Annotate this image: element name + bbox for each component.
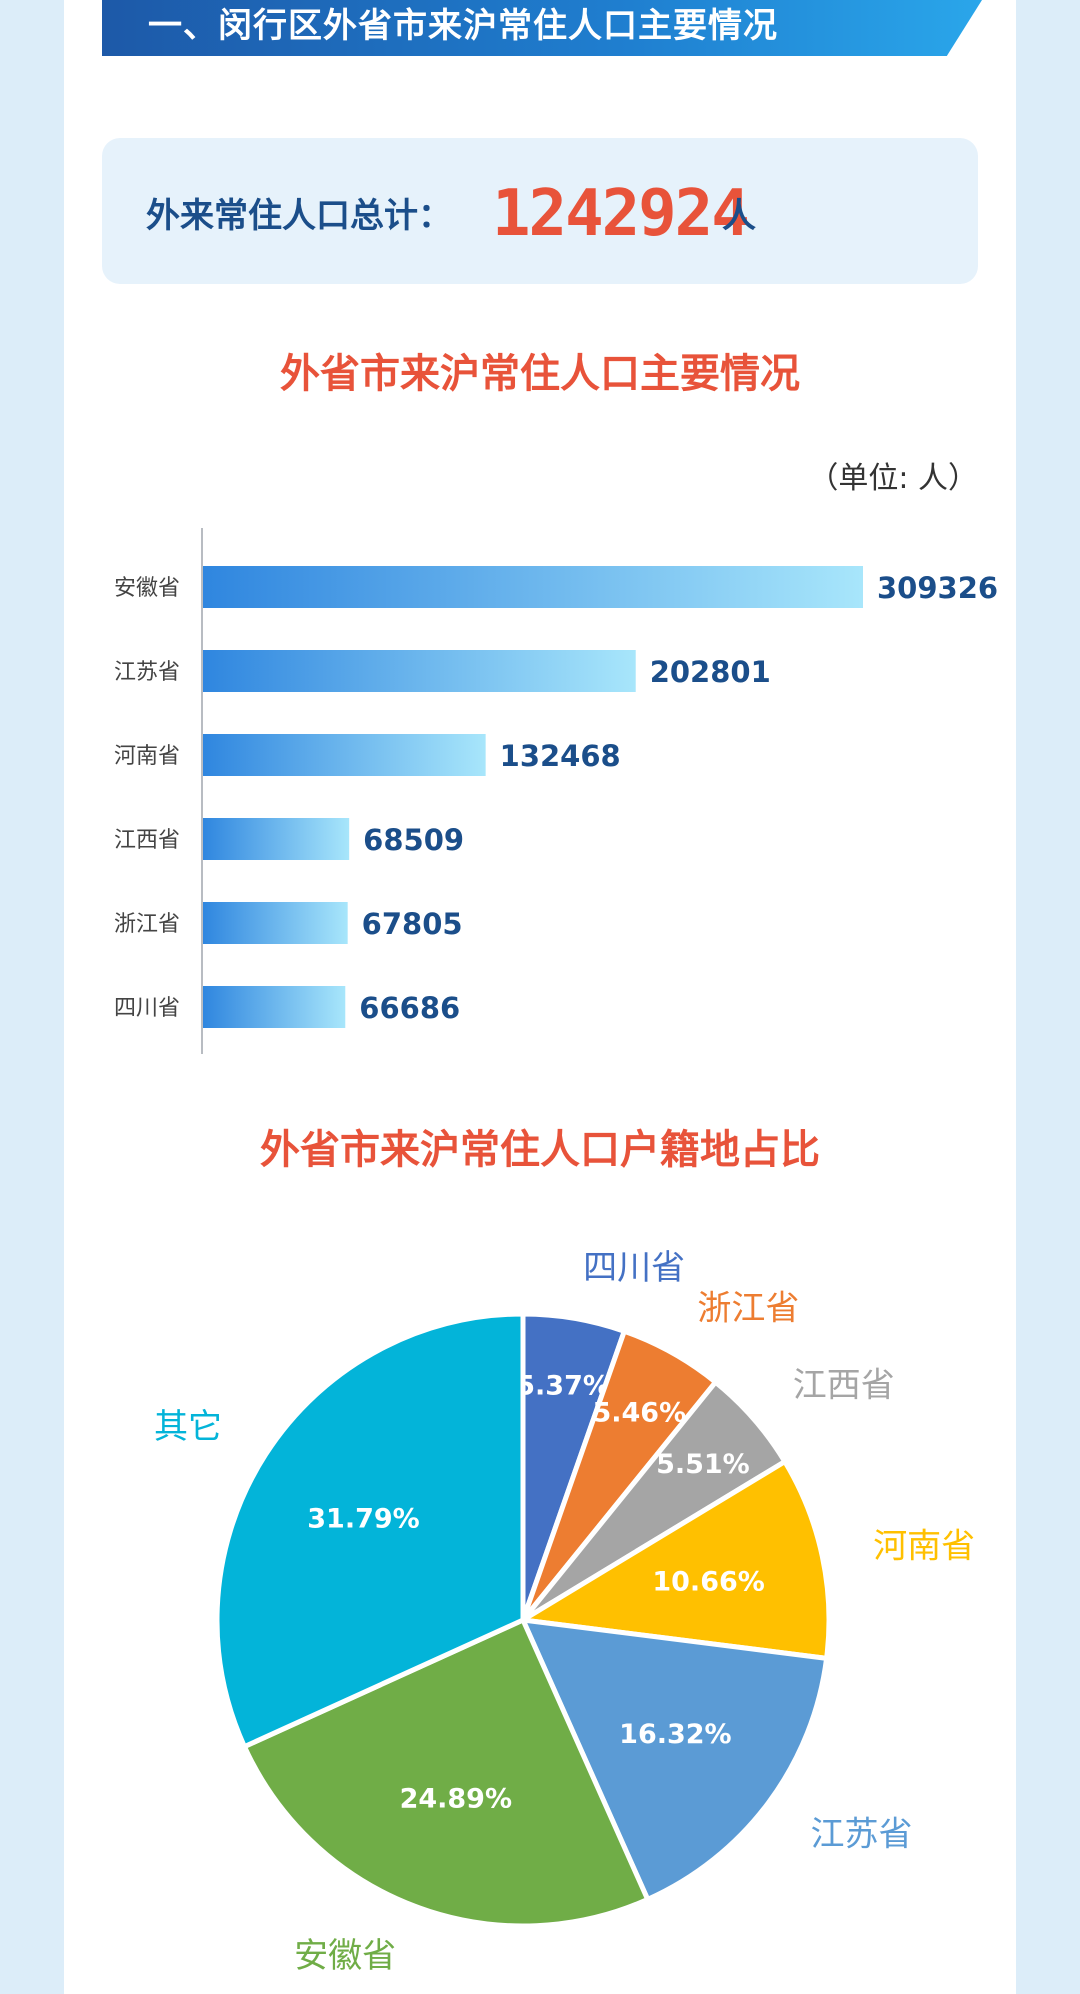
pie-category-label: 四川省	[583, 1248, 685, 1288]
bar-chart-unit-note: （单位: 人）	[808, 461, 978, 496]
pie-chart: 5.37% 四川省 5.46% 浙江省 5.51% 江西省 10.66% 河南省 16.32% 江…	[154, 1248, 975, 1976]
bar-value-label: 309326	[877, 571, 998, 605]
pie-category-label: 江西省	[793, 1366, 895, 1406]
pie-category-label: 江苏省	[811, 1814, 913, 1854]
total-population-card: 外来常住人口总计： 1242924 人	[102, 138, 978, 284]
banner-title: 一、闵行区外省市来沪常住人口主要情况	[148, 6, 778, 46]
pie-category-label: 浙江省	[697, 1288, 799, 1328]
bar-category-label: 江苏省	[114, 660, 180, 685]
pie-percent-label: 5.51%	[656, 1449, 750, 1480]
pie-slice	[241, 1617, 651, 1929]
bar-value-label: 68509	[363, 823, 464, 857]
pie-category-label: 河南省	[873, 1527, 975, 1567]
bar-category-label: 安徽省	[114, 576, 180, 601]
pie-slice	[520, 1617, 830, 1902]
pie-percent-label: 5.37%	[516, 1371, 610, 1402]
pie-percent-label: 16.32%	[619, 1719, 731, 1750]
pie-percent-label: 24.89%	[400, 1783, 512, 1814]
bar-value-label: 132468	[500, 739, 621, 773]
pie-percent-label: 10.66%	[652, 1567, 764, 1598]
bar-value-label: 66686	[359, 991, 460, 1025]
bar	[203, 818, 350, 860]
total-label: 外来常住人口总计：	[146, 196, 452, 236]
bar-value-label: 67805	[362, 907, 463, 941]
bar-chart: 安徽省 309326 江苏省 202801 河南省 132468 江西省 68509 浙江省 67…	[114, 528, 998, 1054]
pie-category-label: 其它	[154, 1407, 222, 1447]
bar-category-label: 江西省	[114, 828, 180, 853]
section-banner: 一、闵行区外省市来沪常住人口主要情况	[102, 0, 982, 56]
bar	[203, 986, 346, 1028]
bar-chart-title: 外省市来沪常住人口主要情况	[280, 351, 800, 397]
bar	[203, 734, 486, 776]
pie-slice	[214, 1311, 526, 1750]
bar	[203, 566, 863, 608]
bar	[203, 902, 348, 944]
bar-category-label: 四川省	[114, 996, 180, 1021]
total-value: 1242924	[492, 177, 750, 251]
pie-percent-label: 31.79%	[307, 1503, 419, 1534]
bar	[203, 650, 636, 692]
pie-category-label: 安徽省	[294, 1936, 396, 1976]
total-unit: 人	[722, 196, 756, 236]
bar-category-label: 浙江省	[114, 912, 180, 937]
pie-slice	[520, 1459, 832, 1661]
bar-value-label: 202801	[650, 655, 771, 689]
bar-category-label: 河南省	[114, 744, 180, 769]
pie-percent-label: 5.46%	[592, 1398, 686, 1429]
pie-chart-title: 外省市来沪常住人口户籍地占比	[260, 1127, 820, 1173]
infographic-page: 一、闵行区外省市来沪常住人口主要情况 外来常住人口总计： 1242924 人 外…	[64, 0, 1016, 1994]
